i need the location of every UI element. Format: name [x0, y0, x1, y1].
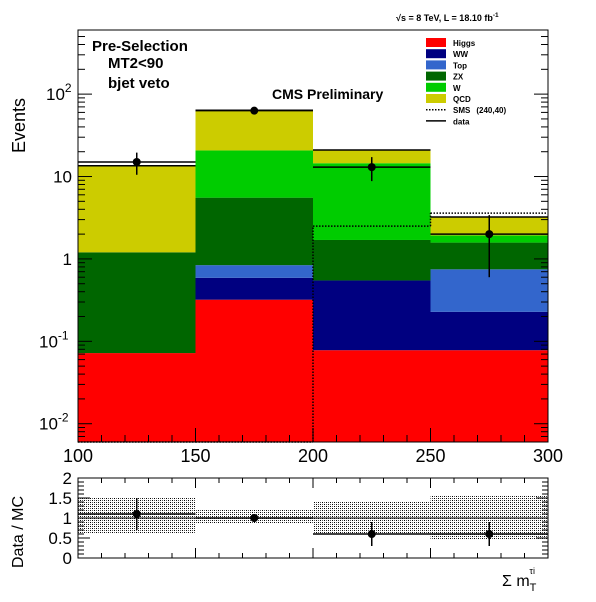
main-axes: 10-2 10-1 1 10 102 100 150 200 250 300	[39, 29, 563, 466]
y-tick-label: 10	[53, 168, 72, 187]
sms-layer	[78, 212, 548, 443]
ratio-y-tick-label: 2	[63, 469, 72, 488]
legend-swatch-top	[426, 60, 446, 70]
legend-label-zx: ZX	[453, 73, 464, 82]
legend-label-ww: WW	[453, 50, 469, 59]
ratio-point-1	[132, 510, 141, 518]
bar-higgs-bin-2	[195, 299, 313, 442]
cut-bjet-label: bjet veto	[108, 75, 170, 92]
bar-ww-bin-2	[195, 277, 313, 300]
ratio-plot: 00.511.52 Data / MC Σ mTτi	[10, 469, 549, 594]
ratio-point-2	[250, 514, 259, 522]
ratio-y-tick-label: 1	[63, 509, 72, 528]
ratio-y-tick-label: 0	[63, 549, 72, 568]
legend-swatch-qcd	[426, 94, 446, 103]
bar-higgs-bin-4	[430, 350, 548, 442]
bar-top-bin-2	[195, 265, 313, 278]
legend-swatch-zx	[426, 71, 446, 81]
bar-zx-bin-2	[195, 197, 313, 266]
data-layer	[78, 106, 548, 278]
legend-label-sms: SMS (240,40)	[453, 106, 506, 115]
y-tick-label: 10-1	[39, 328, 69, 351]
ratio-axes: 00.511.52	[48, 469, 549, 568]
legend: Higgs WW Top ZX W QCD SMS (240,40) data	[426, 38, 506, 126]
ratio-y-tick-label: 1.5	[48, 489, 72, 508]
y-tick-label: 1	[63, 250, 72, 269]
bar-qcd-bin-3	[313, 149, 431, 164]
data-point-2	[250, 106, 259, 115]
bar-higgs-bin-3	[313, 350, 431, 442]
bar-ww-bin-4	[430, 311, 548, 351]
ratio-point-3	[367, 530, 376, 538]
ratio-point-4	[485, 530, 494, 538]
legend-label-higgs: Higgs	[453, 39, 476, 48]
legend-label-qcd: QCD	[453, 95, 471, 104]
bar-qcd-bin-2	[195, 110, 313, 151]
legend-label-top: Top	[453, 61, 467, 70]
cms-preliminary-label: CMS Preliminary	[272, 86, 383, 102]
bar-zx-bin-3	[313, 239, 431, 281]
data-point-1	[132, 158, 141, 167]
energy-lumi-label: √s = 8 TeV, L = 18.10 fb-1	[396, 12, 499, 23]
cut-mt2-label: MT2<90	[108, 55, 163, 72]
bar-qcd-bin-1	[78, 165, 196, 253]
ratio-y-axis-label: Data / MC	[10, 496, 27, 568]
stack-layer	[78, 109, 548, 442]
selection-label: Pre-Selection	[92, 38, 188, 55]
legend-swatch-w	[426, 82, 446, 92]
ratio-points-layer	[78, 498, 548, 546]
main-plot: 10-2 10-1 1 10 102 100 150 200 250 300 Events Pre…	[9, 29, 563, 466]
x-tick-label: 250	[415, 446, 445, 466]
legend-swatch-ww	[426, 49, 446, 59]
y-tick-label: 102	[46, 81, 72, 104]
x-tick-label: 150	[180, 446, 210, 466]
legend-label-data: data	[453, 117, 470, 126]
bar-higgs-bin-1	[78, 353, 196, 442]
data-point-3	[367, 163, 376, 172]
x-tick-label: 200	[298, 446, 328, 466]
bar-w-bin-2	[195, 150, 313, 198]
x-tick-label: 300	[533, 446, 563, 466]
bar-ww-bin-3	[313, 280, 431, 351]
data-point-4	[485, 230, 494, 239]
legend-label-w: W	[453, 84, 461, 93]
legend-swatch-higgs	[426, 38, 446, 47]
ratio-x-axis-label: Σ mTτi	[502, 566, 537, 594]
x-tick-label: 100	[63, 446, 93, 466]
ratio-y-tick-label: 0.5	[48, 529, 72, 548]
y-axis-label: Events	[9, 98, 29, 153]
y-tick-label: 10-2	[39, 411, 69, 434]
bar-zx-bin-1	[78, 252, 196, 354]
